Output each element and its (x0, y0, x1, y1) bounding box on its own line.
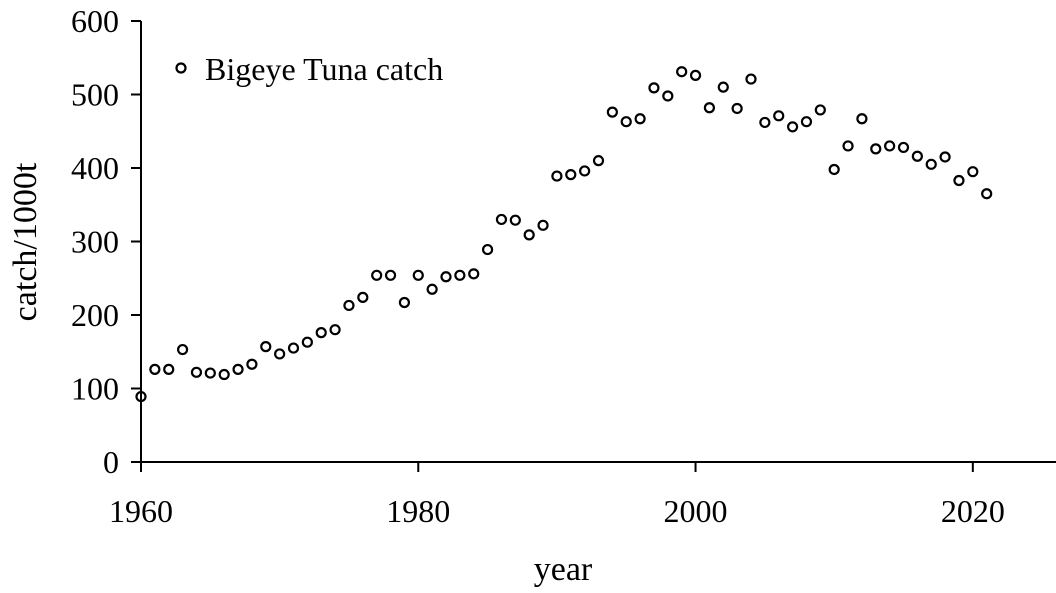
data-point (218, 368, 230, 381)
x-tick-label: 1980 (386, 493, 450, 529)
data-point (911, 150, 923, 162)
legend: Bigeye Tuna catch (175, 51, 443, 87)
data-point (662, 90, 674, 102)
data-point (731, 102, 743, 115)
data-point (274, 348, 286, 360)
data-point (357, 291, 369, 303)
data-point (481, 243, 494, 256)
data-point (176, 343, 189, 356)
data-point (343, 299, 355, 312)
data-point (870, 143, 882, 155)
x-tick-label: 2000 (664, 493, 728, 529)
data-point (468, 268, 480, 280)
data-point (842, 140, 854, 152)
data-point (287, 342, 300, 354)
data-point (648, 82, 660, 94)
data-point (551, 170, 563, 182)
data-point (384, 269, 397, 281)
y-tick-label: 200 (71, 297, 119, 333)
data-point (981, 188, 993, 200)
data-point (620, 116, 632, 128)
data-point (412, 269, 424, 281)
data-point (537, 219, 549, 231)
data-point (149, 363, 161, 375)
data-point (371, 269, 383, 281)
data-point (523, 229, 535, 241)
data-point (246, 358, 258, 370)
data-point (190, 366, 203, 378)
data-point (426, 283, 438, 295)
data-point (689, 69, 702, 81)
x-axis: 1960 1980 2000 2020 (109, 461, 1056, 529)
data-point (884, 140, 896, 152)
x-tick-label: 1960 (109, 493, 173, 529)
data-point (329, 324, 341, 336)
y-axis-title: catch/1000t (7, 162, 44, 321)
data-point (759, 116, 771, 129)
data-point (953, 174, 965, 187)
data-point (856, 113, 868, 125)
data-point (814, 104, 826, 116)
data-point (398, 296, 411, 309)
data-point (592, 155, 605, 167)
data-point (676, 66, 688, 78)
data-point (135, 390, 147, 403)
y-tick-label: 600 (71, 3, 119, 39)
data-point (509, 214, 521, 226)
y-tick-label: 0 (103, 444, 119, 480)
data-point (565, 169, 577, 181)
data-point (703, 102, 716, 114)
data-point (204, 367, 216, 379)
data-points (135, 66, 993, 403)
data-point (495, 213, 508, 226)
legend-label: Bigeye Tuna catch (205, 51, 443, 87)
data-point (967, 166, 979, 178)
data-point (897, 141, 910, 154)
x-tick-label: 2020 (941, 493, 1005, 529)
data-point (800, 116, 813, 128)
y-tick-label: 500 (71, 77, 119, 113)
y-tick-label: 400 (71, 150, 119, 186)
y-axis: 0 100 200 300 400 500 600 (71, 3, 142, 480)
data-point (232, 363, 244, 375)
data-point (301, 336, 313, 348)
data-point (717, 81, 729, 93)
data-point (925, 158, 937, 170)
data-point (939, 151, 951, 163)
data-point (606, 106, 618, 118)
data-point (440, 271, 452, 283)
data-point (163, 363, 175, 375)
legend-marker-icon (175, 62, 187, 74)
data-point (579, 165, 591, 177)
data-point (828, 163, 840, 176)
data-point (454, 269, 466, 281)
data-point (786, 121, 799, 133)
y-tick-label: 100 (71, 371, 119, 407)
data-point (260, 341, 272, 353)
x-axis-title: year (534, 551, 593, 588)
data-point (773, 110, 785, 122)
y-tick-label: 300 (71, 224, 119, 260)
data-point (315, 327, 327, 339)
data-point (745, 73, 757, 85)
data-point (634, 113, 646, 125)
